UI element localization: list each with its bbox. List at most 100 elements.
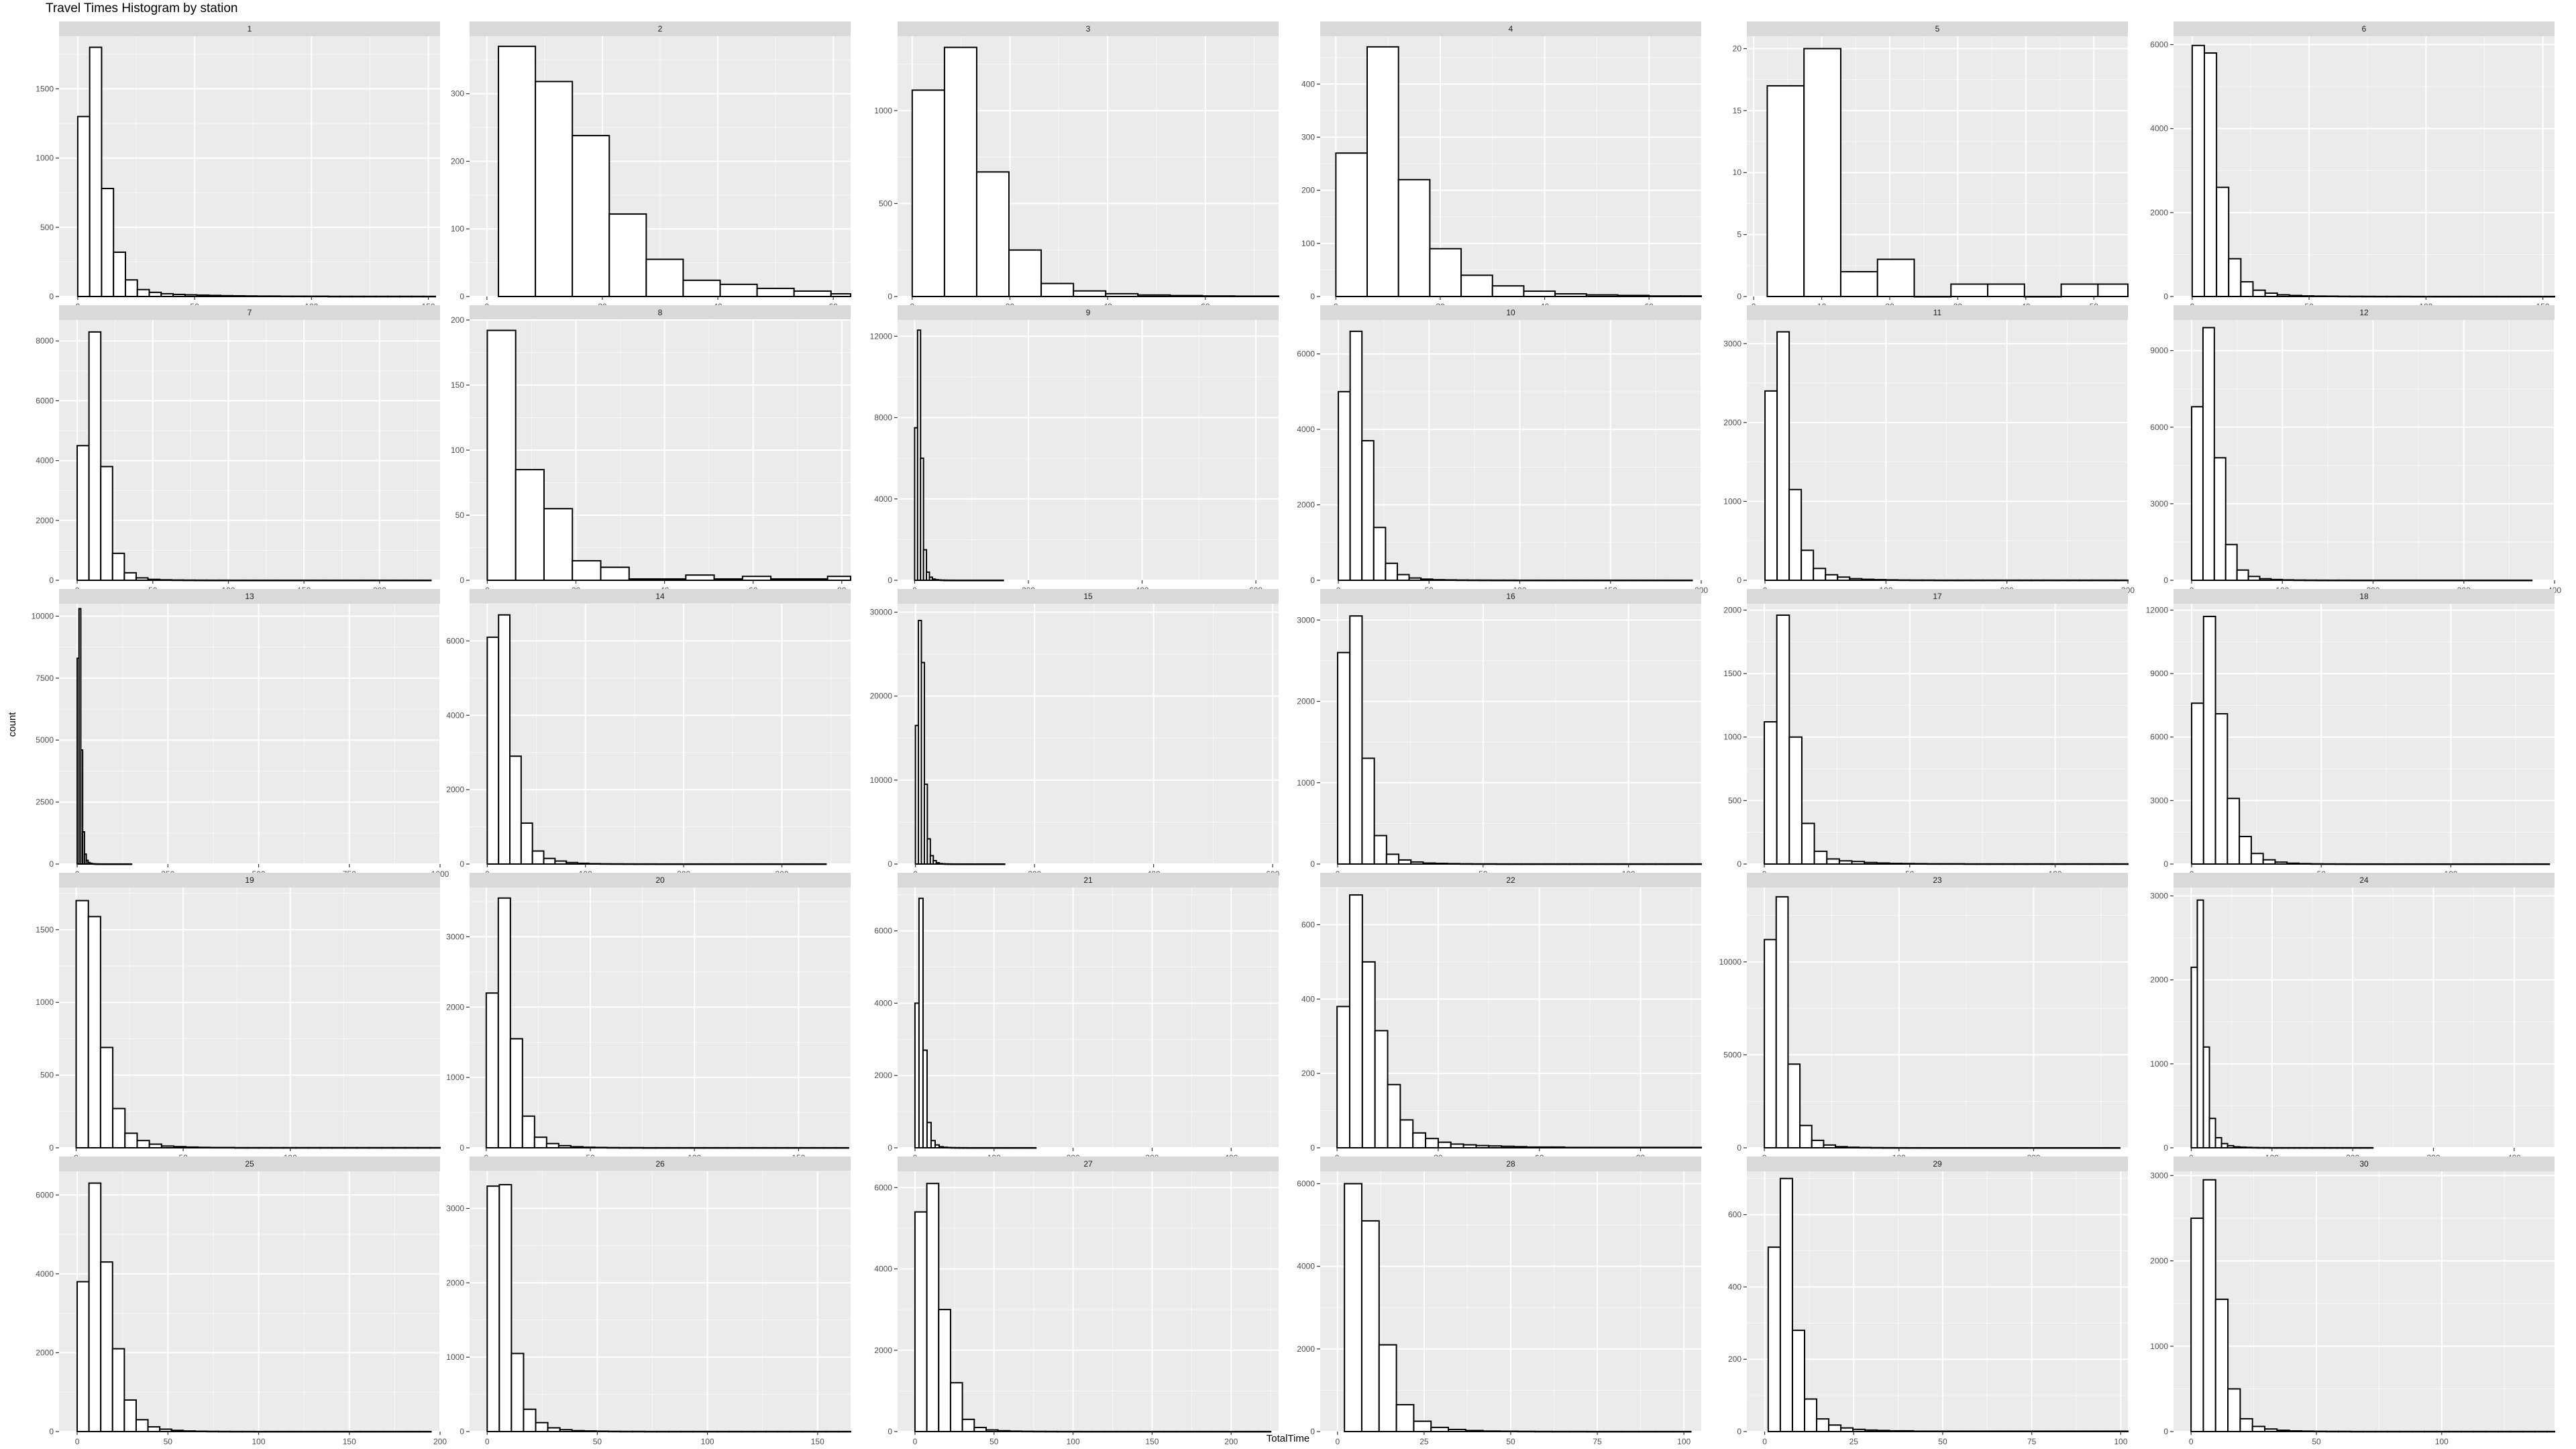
histogram-bar: [1976, 863, 1990, 865]
y-tick-label: 2000: [2150, 208, 2168, 217]
histogram-bar: [757, 863, 771, 865]
histogram-bar: [112, 1108, 126, 1148]
histogram-bar: [498, 1183, 513, 1433]
histogram-bar: [926, 1122, 932, 1149]
y-tick-label: 9000: [2150, 346, 2168, 356]
histogram-bar: [1973, 1430, 1987, 1433]
histogram-bar: [2208, 1118, 2216, 1149]
histogram-bar: [1501, 1145, 1515, 1148]
histogram-bar: [1900, 1430, 1915, 1432]
histogram-bar: [2094, 1430, 2108, 1433]
y-tick-label: 10000: [870, 775, 893, 785]
y-tick-label: 1000: [874, 106, 892, 115]
facet-panel-24: 2401002003004000100020003000: [2150, 873, 2555, 1163]
histogram-bar: [1640, 1146, 1654, 1148]
histogram-bar: [2520, 579, 2533, 582]
histogram-bar: [1491, 285, 1525, 298]
histogram-bar: [1234, 295, 1268, 297]
histogram-bar: [89, 46, 103, 297]
histogram-bar: [791, 863, 804, 865]
y-tick-label: 0: [2163, 576, 2168, 585]
histogram-bar: [1395, 1403, 1415, 1433]
histogram-bar: [100, 1261, 113, 1433]
histogram-bar: [2228, 258, 2242, 298]
histogram-bar: [1459, 863, 1473, 865]
facet-strip-label: 10: [1506, 308, 1515, 317]
histogram-bar: [2191, 702, 2204, 865]
y-tick-label: 6000: [2150, 733, 2168, 742]
histogram-bar: [2264, 292, 2278, 298]
histogram-bar: [1921, 579, 1935, 582]
x-tick-label: 0: [913, 1437, 918, 1446]
histogram-bar: [1840, 1427, 1854, 1432]
histogram-bar: [554, 860, 568, 865]
histogram-bar: [1425, 1138, 1439, 1148]
x-tick-label: 75: [2027, 1437, 2037, 1446]
histogram-bar: [1691, 863, 1703, 865]
histogram-bar: [1630, 863, 1644, 865]
histogram-bar: [719, 283, 758, 297]
histogram-bar: [1987, 283, 2025, 297]
histogram-bar: [371, 579, 385, 582]
histogram-bar: [1462, 1144, 1477, 1148]
histogram-bar: [173, 1146, 187, 1148]
histogram-bar: [265, 579, 278, 582]
y-tick-label: 6000: [36, 1190, 54, 1199]
histogram-bar: [1554, 293, 1587, 297]
y-tick-label: 2000: [1723, 418, 1741, 427]
histogram-bar: [1374, 1030, 1389, 1149]
histogram-bar: [2406, 579, 2420, 582]
y-tick-label: 100: [1301, 239, 1315, 248]
y-tick-label: 15: [1733, 106, 1742, 115]
facet-strip-label: 22: [1506, 875, 1515, 885]
facet-strip: [2174, 589, 2555, 604]
y-tick-label: 0: [2163, 859, 2168, 869]
histogram-bar: [594, 1146, 608, 1149]
histogram-bar: [1776, 331, 1790, 581]
y-tick-label: 2000: [1723, 605, 1741, 614]
histogram-bar: [2252, 289, 2266, 298]
histogram-bar: [2381, 863, 2396, 865]
y-tick-label: 0: [1737, 1143, 1741, 1152]
histogram-bar: [2313, 295, 2327, 298]
histogram-bar: [1471, 863, 1485, 865]
histogram-bar: [1656, 579, 1670, 582]
histogram-bar: [1876, 1430, 1890, 1432]
facet-strip-label: 25: [245, 1159, 254, 1169]
histogram-bar: [498, 614, 511, 865]
histogram-bar: [1852, 1428, 1866, 1432]
y-tick-label: 0: [460, 859, 464, 869]
histogram-bar: [712, 863, 725, 865]
facet-strip-label: 7: [248, 308, 252, 317]
histogram-bar: [1788, 488, 1803, 582]
x-tick-label: 50: [1506, 1437, 1515, 1446]
histogram-bar: [682, 279, 721, 298]
y-tick-label: 0: [2163, 1427, 2168, 1436]
histogram-bar: [1337, 651, 1351, 865]
histogram-bar: [2224, 543, 2238, 582]
histogram-bar: [2453, 863, 2467, 865]
histogram-bar: [2417, 863, 2431, 865]
facet-panel-17: 170501000500100015002000: [1723, 589, 2129, 879]
y-tick-label: 4000: [1297, 425, 1315, 434]
histogram-bar: [87, 916, 101, 1148]
histogram-bar: [1344, 1183, 1362, 1432]
histogram-bar: [172, 293, 186, 298]
histogram-bar: [1335, 152, 1368, 297]
y-tick-label: 100: [451, 224, 464, 233]
histogram-bar: [1799, 1124, 1813, 1148]
panel-background: [470, 604, 851, 864]
histogram-bar: [1576, 1146, 1591, 1148]
histogram-bar: [2372, 579, 2385, 582]
histogram-bar: [1488, 1145, 1503, 1148]
histogram-bar: [657, 578, 687, 581]
y-tick-label: 400: [1301, 79, 1315, 89]
y-tick-label: 3000: [1723, 339, 1741, 348]
histogram-bar: [1385, 853, 1400, 865]
y-tick-label: 1000: [2150, 1059, 2168, 1069]
histogram-bar: [1933, 579, 1947, 582]
histogram-bar: [2233, 1146, 2241, 1148]
x-tick-label: 100: [1677, 1437, 1690, 1446]
histogram-bar: [229, 579, 244, 582]
